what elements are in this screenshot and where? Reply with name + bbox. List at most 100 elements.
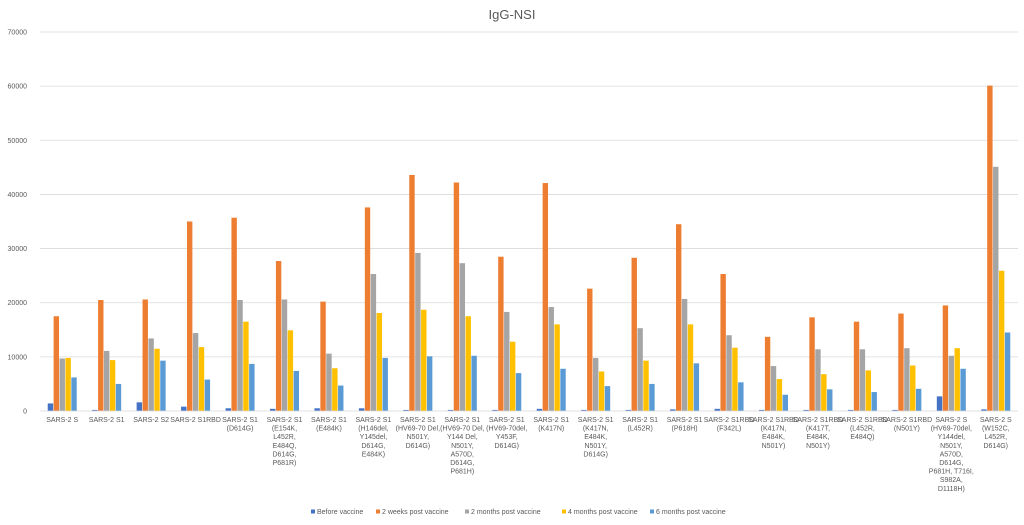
bar xyxy=(53,316,60,411)
bar xyxy=(998,270,1005,411)
bar xyxy=(764,336,771,411)
bar xyxy=(471,355,477,411)
x-tick-label: E484Q, xyxy=(273,443,297,450)
x-tick-label: (K417N, xyxy=(761,426,787,433)
bar xyxy=(186,221,193,411)
legend-label: 4 months post vaccine xyxy=(568,509,638,516)
bar xyxy=(459,263,466,411)
x-tick-label: D614G) xyxy=(406,443,431,450)
bar xyxy=(915,388,922,411)
bar xyxy=(465,316,471,411)
x-tick-label: (HV69-70 Del, xyxy=(396,426,440,433)
x-tick-label: E484K, xyxy=(584,434,607,441)
bar xyxy=(109,360,116,411)
x-tick-label: (N501Y) xyxy=(894,426,920,433)
bar xyxy=(498,256,504,411)
bar xyxy=(581,409,587,411)
bar xyxy=(675,224,682,411)
bar xyxy=(426,356,433,411)
y-axis: 0 10000 20000 30000 40000 50000 60000 70000 xyxy=(8,30,28,416)
bar xyxy=(649,383,655,411)
x-tick-label: D614G) xyxy=(495,443,520,450)
x-tick-label: SARS-2 S1 xyxy=(533,417,569,424)
legend-label: 2 months post vaccine xyxy=(471,509,541,516)
bar xyxy=(382,357,388,411)
legend-swatch xyxy=(376,509,380,514)
bar xyxy=(892,409,898,411)
legend-swatch xyxy=(650,509,654,514)
legend-label: 6 months post vaccine xyxy=(656,509,726,516)
bar xyxy=(904,348,910,411)
bar xyxy=(693,363,700,411)
x-tick-label: D614G, xyxy=(272,451,296,458)
x-tick-label: (L452R) xyxy=(627,426,652,433)
y-tick-label: 20000 xyxy=(8,300,28,307)
bar xyxy=(759,409,765,411)
bar xyxy=(809,317,815,411)
x-tick-label: SARS-2 S1 xyxy=(622,417,658,424)
bar xyxy=(370,274,377,411)
bar xyxy=(115,383,122,411)
bar xyxy=(670,409,676,411)
bar xyxy=(243,321,249,411)
bar xyxy=(364,207,371,411)
bar xyxy=(981,409,987,411)
bar xyxy=(954,348,960,411)
bar xyxy=(548,307,554,411)
x-tick-label: D1118H) xyxy=(938,486,965,493)
x-tick-label: (P618H) xyxy=(672,426,698,433)
x-tick-label: SARS-2 S1RBD xyxy=(882,417,933,424)
bar xyxy=(47,403,54,411)
x-tick-label: P681H) xyxy=(450,469,474,476)
x-tick-label: Y145del, xyxy=(360,434,388,441)
bar xyxy=(1004,332,1011,411)
bar xyxy=(453,182,460,411)
bar xyxy=(275,261,282,411)
bar xyxy=(598,371,605,411)
bar xyxy=(237,300,243,411)
bar xyxy=(421,309,427,411)
legend-label: 2 weeks post vaccine xyxy=(382,509,449,516)
x-tick-label: L452R, xyxy=(273,434,296,441)
bar xyxy=(332,368,338,411)
bar xyxy=(554,324,560,411)
bar xyxy=(192,333,199,411)
bar xyxy=(231,217,237,411)
x-tick-label: SARS-2 S xyxy=(46,417,78,424)
x-tick-label: N501Y, xyxy=(451,443,474,450)
x-tick-label: Y144 Del, xyxy=(447,434,478,441)
x-tick-label: SARS-2 S1 xyxy=(444,417,480,424)
bar xyxy=(681,298,688,411)
x-tick-label: Y144del, xyxy=(937,434,965,441)
bar xyxy=(910,365,916,411)
bar xyxy=(142,299,148,411)
x-tick-label: SARS-2 S1RBD xyxy=(170,417,221,424)
x-tick-label: SARS-2 S1RBD xyxy=(793,417,844,424)
x-tick-label: N501Y, xyxy=(407,434,430,441)
x-tick-label: Y453F, xyxy=(496,434,518,441)
y-tick-label: 60000 xyxy=(8,84,28,91)
bar xyxy=(821,374,827,411)
bar xyxy=(625,409,632,411)
bar xyxy=(136,402,143,411)
x-tick-label: (F342L) xyxy=(717,426,742,433)
bar xyxy=(960,368,966,411)
x-tick-label: E484K, xyxy=(762,434,785,441)
x-tick-label: (HV69-70del, xyxy=(486,426,527,433)
bar xyxy=(338,385,344,411)
x-tick-label: SARS-2 S2 xyxy=(133,417,169,424)
bar xyxy=(198,347,205,411)
bar xyxy=(803,409,809,411)
bar xyxy=(281,299,288,411)
x-tick-label: D614G, xyxy=(939,460,963,467)
x-tick-label: SARS-2 S1RBD xyxy=(837,417,888,424)
x-axis: SARS-2 S SARS-2 S1 SARS-2 S2 SARS-2 S1RBD SA… xyxy=(46,417,1012,493)
x-tick-label: SARS-2 S1 xyxy=(400,417,436,424)
bar xyxy=(993,166,999,411)
x-tick-label: D614G, xyxy=(361,443,385,450)
x-tick-label: L452R, xyxy=(984,434,1007,441)
x-tick-label: SARS-2 S1 xyxy=(489,417,525,424)
y-tick-label: 30000 xyxy=(8,246,28,253)
bar xyxy=(898,313,904,411)
